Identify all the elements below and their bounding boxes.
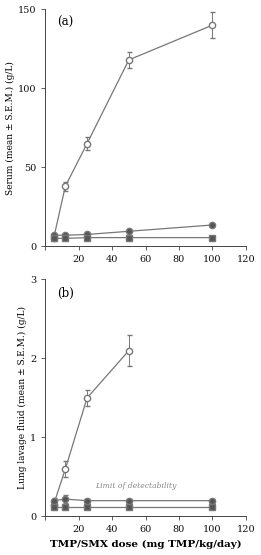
Y-axis label: Serum (mean ± S.E.M.) (g/L): Serum (mean ± S.E.M.) (g/L) xyxy=(6,61,15,195)
Text: (a): (a) xyxy=(57,17,74,29)
Text: (b): (b) xyxy=(57,286,74,300)
Y-axis label: Lung lavage fluid (mean ± S.E.M.) (g/L): Lung lavage fluid (mean ± S.E.M.) (g/L) xyxy=(18,306,27,490)
Text: Limit of detectability: Limit of detectability xyxy=(96,482,177,490)
X-axis label: TMP/SMX dose (mg TMP/kg/day): TMP/SMX dose (mg TMP/kg/day) xyxy=(50,540,241,549)
